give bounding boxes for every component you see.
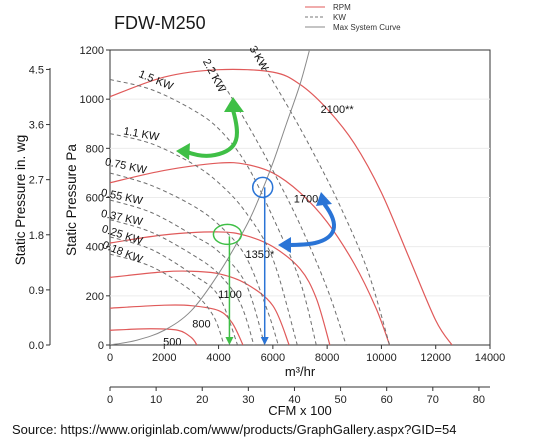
secondary-x-tick-label: 40 xyxy=(288,394,300,406)
secondary-x-tick-label: 80 xyxy=(473,394,485,406)
kw-curve-0-25-kw xyxy=(110,236,239,345)
curve-label-0-55-kw: 0.55 KW xyxy=(100,187,144,208)
y-tick-label: 200 xyxy=(86,291,104,303)
x-tick-label: 12000 xyxy=(420,352,451,364)
kw-curve-3-kw xyxy=(253,50,391,345)
system-curve-max-system-curve xyxy=(110,50,310,345)
legend-label-system: Max System Curve xyxy=(333,23,401,32)
secondary-x-tick-label: 20 xyxy=(196,394,208,406)
secondary-y-tick-label: 3.6 xyxy=(29,120,44,132)
secondary-x-tick-label: 50 xyxy=(334,394,346,406)
secondary-y-tick-label: 4.5 xyxy=(29,64,44,76)
blue-curved-arrowhead-up xyxy=(316,192,332,206)
secondary-x-tick-label: 70 xyxy=(427,394,439,406)
secondary-x-axis: 0 10 20 30 40 50 60 70 80 CFM x 100 xyxy=(107,386,490,418)
green-curved-arrowhead-up xyxy=(224,97,244,112)
kw-curve-1-5-kw xyxy=(110,79,317,345)
x-tick-label: 2000 xyxy=(152,352,176,364)
curve-label-1-1-kw: 1.1 KW xyxy=(122,125,160,143)
x-tick-label: 8000 xyxy=(315,352,339,364)
green-operating-point-circle xyxy=(212,223,243,246)
secondary-x-axis-title: CFM x 100 xyxy=(268,403,332,418)
kw-curve-0-37-kw xyxy=(110,219,255,345)
curve-label-1-5-kw: 1.5 KW xyxy=(137,68,176,93)
curve-label-2-2-kw: 2.2 KW xyxy=(200,57,228,95)
legend-label-kw: KW xyxy=(333,13,346,22)
y-axis-title: Static Pressure Pa xyxy=(64,144,79,256)
curve-label-2100: 2100** xyxy=(321,104,355,116)
secondary-x-tick-label: 0 xyxy=(107,394,113,406)
kw-curve-0-75-kw xyxy=(110,172,279,345)
curve-label-800: 800 xyxy=(192,319,210,331)
y-tick-label: 400 xyxy=(86,242,104,254)
kw-curve-0-55-kw xyxy=(110,199,266,345)
blue-curved-arrow xyxy=(286,203,336,247)
rpm-curve-1700 xyxy=(110,161,391,345)
secondary-y-tick-label: 1.8 xyxy=(29,230,44,242)
x-tick-label: 10000 xyxy=(366,352,397,364)
rpm-curve-1100 xyxy=(110,270,290,345)
blue-arrowhead xyxy=(260,337,269,345)
chart-title: FDW-M250 xyxy=(114,13,206,33)
legend-label-rpm: RPM xyxy=(333,3,351,12)
x-tick-label: 4000 xyxy=(206,352,230,364)
curve-label-1700: 1700 xyxy=(294,194,318,206)
blue-operating-point-circle xyxy=(251,176,274,199)
rpm-curve-2100 xyxy=(110,68,453,345)
secondary-y-tick-label: 0.9 xyxy=(29,285,44,297)
secondary-x-tick-label: 60 xyxy=(381,394,393,406)
green-curved-arrow xyxy=(185,108,239,158)
x-tick-label: 14000 xyxy=(475,352,506,364)
rpm-curve-800 xyxy=(110,304,244,345)
secondary-x-tick-label: 30 xyxy=(242,394,254,406)
secondary-y-tick-label: 2.7 xyxy=(29,175,44,187)
x-tick-label: 0 xyxy=(107,352,113,364)
secondary-x-tick-label: 10 xyxy=(150,394,162,406)
y-tick-label: 1000 xyxy=(80,94,104,106)
rpm-curve-1350 xyxy=(110,231,331,345)
kw-curve-0-18-kw xyxy=(110,253,225,345)
blue-curved-arrowhead-left xyxy=(278,237,291,253)
y-tick-label: 1200 xyxy=(80,45,104,57)
legend: RPM KW Max System Curve xyxy=(305,3,401,32)
secondary-y-axis-title: Static Pressure in. wg xyxy=(13,135,28,266)
x-axis-title: m³/hr xyxy=(285,364,316,379)
kw-curve-1-1-kw xyxy=(110,133,298,345)
green-arrowhead xyxy=(225,337,234,345)
kw-curve-2-2-kw xyxy=(212,66,347,345)
green-curved-arrowhead-left xyxy=(176,143,190,160)
secondary-y-tick-label: 0.0 xyxy=(29,340,44,352)
x-tick-label: 6000 xyxy=(261,352,285,364)
y-tick-label: 600 xyxy=(86,193,104,205)
rpm-curve-500 xyxy=(110,328,198,345)
y-tick-label: 800 xyxy=(86,143,104,155)
curve-label-1350: 1350* xyxy=(245,249,274,261)
curve-label-0-75-kw: 0.75 KW xyxy=(104,156,148,177)
secondary-y-axis: 0.0 0.9 1.8 2.7 3.6 4.5 Static Pressure in. w… xyxy=(13,64,51,352)
curve-label-500: 500 xyxy=(163,337,181,349)
y-tick-label: 0 xyxy=(98,340,104,352)
source-caption: Source: https://www.originlab.com/www/pr… xyxy=(12,422,456,437)
